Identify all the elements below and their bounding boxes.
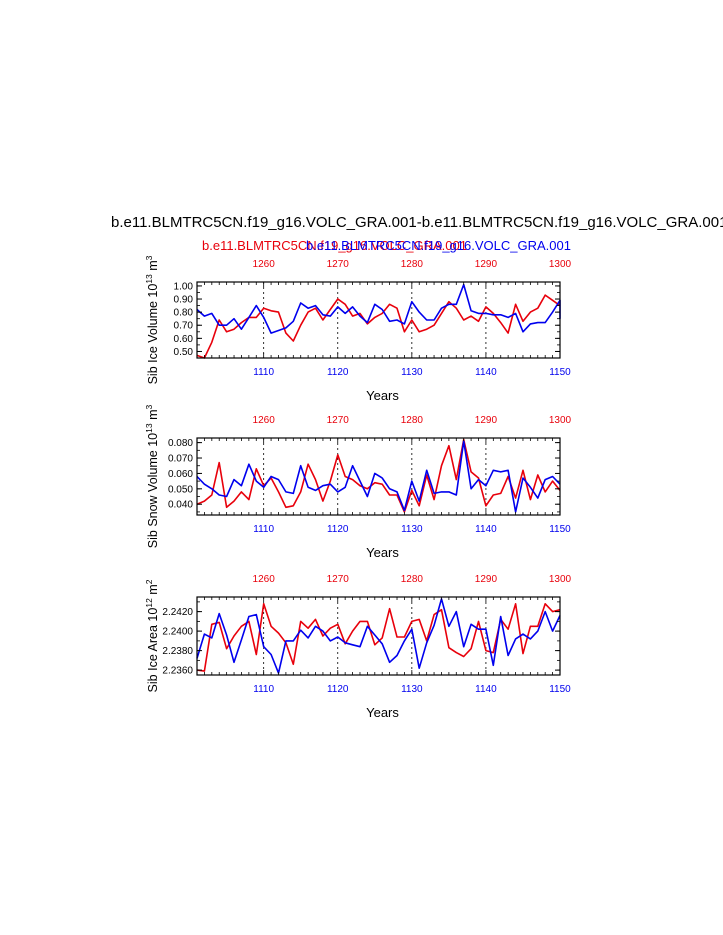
x-axis-label: Years — [366, 705, 399, 720]
x-tick-label-bottom: 1120 — [327, 684, 349, 695]
x-tick-label-bottom: 1150 — [549, 524, 571, 535]
subtitle-red: b.e11.BLMTRC5CN.f19_g16.VOLC_GRA.001 — [202, 238, 467, 253]
x-axis-label: Years — [366, 545, 399, 560]
y-tick-label: 0.040 — [168, 500, 193, 511]
y-tick-label: 0.50 — [174, 347, 194, 358]
panel-2: 0.040 0.050 0.060 0.070 0.080 1110 1120 1130 114… — [144, 405, 572, 560]
y-tick-label: 2.2360 — [162, 666, 193, 677]
series-line-blue — [196, 283, 561, 334]
x-tick-label-top: 1280 — [401, 415, 424, 426]
x-tick-label-top: 1260 — [253, 259, 276, 270]
panel-3: 2.2360 2.2380 2.2400 2.2420 1110 1120 1130 1140… — [144, 574, 572, 720]
series-line-red — [196, 294, 561, 359]
y-tick-label: 0.90 — [174, 295, 194, 306]
x-tick-label-bottom: 1140 — [475, 524, 497, 535]
x-tick-label-top: 1300 — [549, 259, 572, 270]
y-tick-label: 0.050 — [168, 484, 193, 495]
y-tick-label: 0.060 — [168, 469, 193, 480]
x-tick-label-bottom: 1110 — [253, 684, 274, 695]
y-tick-label: 2.2420 — [162, 607, 193, 618]
x-tick-label-bottom: 1140 — [475, 684, 497, 695]
x-tick-label-bottom: 1130 — [401, 684, 423, 695]
series-line-blue — [196, 598, 561, 674]
x-axis-label: Years — [366, 388, 399, 403]
x-tick-label-bottom: 1120 — [327, 524, 349, 535]
x-tick-label-bottom: 1130 — [401, 367, 423, 378]
x-tick-label-top: 1300 — [549, 574, 572, 585]
plot-frame — [196, 281, 561, 359]
panel-1: 0.50 0.60 0.70 0.80 0.90 1.00 1110 1120 1130 1140… — [144, 255, 572, 403]
x-tick-label-top: 1270 — [327, 259, 350, 270]
series-line-red — [196, 438, 561, 513]
x-tick-label-bottom: 1150 — [549, 367, 571, 378]
y-tick-label: 0.70 — [174, 321, 194, 332]
x-tick-label-top: 1290 — [475, 259, 498, 270]
y-tick-label: 1.00 — [174, 281, 194, 292]
subtitle-blue: b.e11.BLMTRC5CN.f19_g16.VOLC_GRA.001 — [306, 238, 571, 253]
y-axis-label: Sib Snow Volume 1013 m3 — [144, 405, 160, 549]
x-tick-label-bottom: 1110 — [253, 367, 274, 378]
x-tick-label-bottom: 1110 — [253, 524, 274, 535]
y-tick-label: 0.80 — [174, 308, 194, 319]
series-line-blue — [196, 440, 561, 513]
x-tick-label-top: 1260 — [253, 574, 276, 585]
x-tick-label-bottom: 1150 — [549, 684, 571, 695]
y-tick-label: 0.080 — [168, 438, 193, 449]
x-tick-label-bottom: 1120 — [327, 367, 349, 378]
plot-frame — [196, 437, 561, 516]
x-tick-label-bottom: 1130 — [401, 524, 423, 535]
x-tick-label-top: 1300 — [549, 415, 572, 426]
y-tick-label: 0.070 — [168, 454, 193, 465]
series-line-red — [196, 602, 561, 672]
chart-title-text: b.e11.BLMTRC5CN.f19_g16.VOLC_GRA.001-b.e… — [111, 214, 723, 231]
chart-title: b.e11.BLMTRC5CN.f19_g16.VOLC_GRA.001-b.e… — [0, 212, 723, 236]
x-tick-label-top: 1290 — [475, 574, 498, 585]
x-tick-label-top: 1260 — [253, 415, 276, 426]
x-tick-label-bottom: 1140 — [475, 367, 497, 378]
x-tick-label-top: 1270 — [327, 415, 350, 426]
y-tick-label: 2.2380 — [162, 646, 193, 657]
x-tick-label-top: 1280 — [401, 574, 424, 585]
x-tick-label-top: 1270 — [327, 574, 350, 585]
y-tick-label: 2.2400 — [162, 627, 193, 638]
y-tick-label: 0.60 — [174, 334, 194, 345]
x-tick-label-top: 1280 — [401, 259, 424, 270]
y-axis-label: Sib Ice Volume 1013 m3 — [144, 255, 160, 384]
x-tick-label-top: 1290 — [475, 415, 498, 426]
plot-frame — [196, 596, 561, 676]
y-axis-label: Sib Ice Area 1012 m2 — [144, 579, 160, 692]
